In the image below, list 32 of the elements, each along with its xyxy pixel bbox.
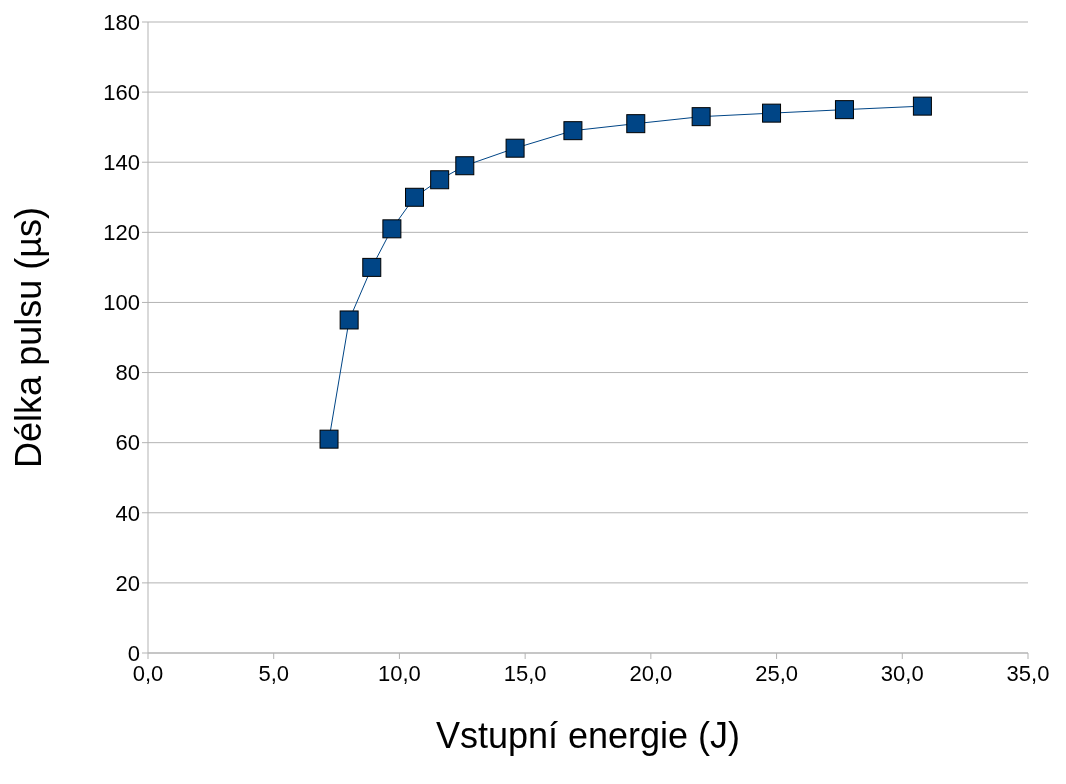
point (319, 429, 339, 449)
point (626, 114, 646, 134)
y-tick-label: 160 (103, 79, 140, 105)
point (339, 310, 359, 330)
point (405, 187, 425, 207)
y-tick-label: 140 (103, 150, 140, 176)
point (691, 107, 711, 127)
point (762, 103, 782, 123)
y-tick-label: 40 (115, 500, 140, 526)
point (505, 138, 525, 158)
x-tick-label: 35,0 (1006, 660, 1050, 686)
y-tick-label: 180 (103, 9, 140, 35)
y-axis-title: Délka pulsu (µs) (7, 207, 49, 468)
point (455, 156, 475, 176)
y-tick-label: 120 (103, 220, 140, 246)
point (834, 100, 854, 120)
x-tick-label: 25,0 (755, 660, 798, 686)
point (382, 219, 402, 239)
point (362, 257, 382, 277)
point (430, 170, 450, 190)
y-tick-label: 80 (115, 360, 140, 386)
y-tick-label: 20 (115, 570, 140, 596)
x-tick-label: 15,0 (503, 660, 547, 686)
point (912, 96, 932, 116)
x-axis-title: Vstupní energie (J) (435, 715, 741, 756)
x-tick-label: 10,0 (378, 660, 421, 686)
point (563, 121, 583, 141)
y-tick-label: 60 (115, 430, 140, 456)
x-tick-label: 20,0 (629, 660, 673, 686)
y-tick-label: 100 (103, 290, 140, 316)
x-tick-label: 30,0 (880, 660, 924, 686)
x-tick-label: 5,0 (258, 660, 290, 686)
